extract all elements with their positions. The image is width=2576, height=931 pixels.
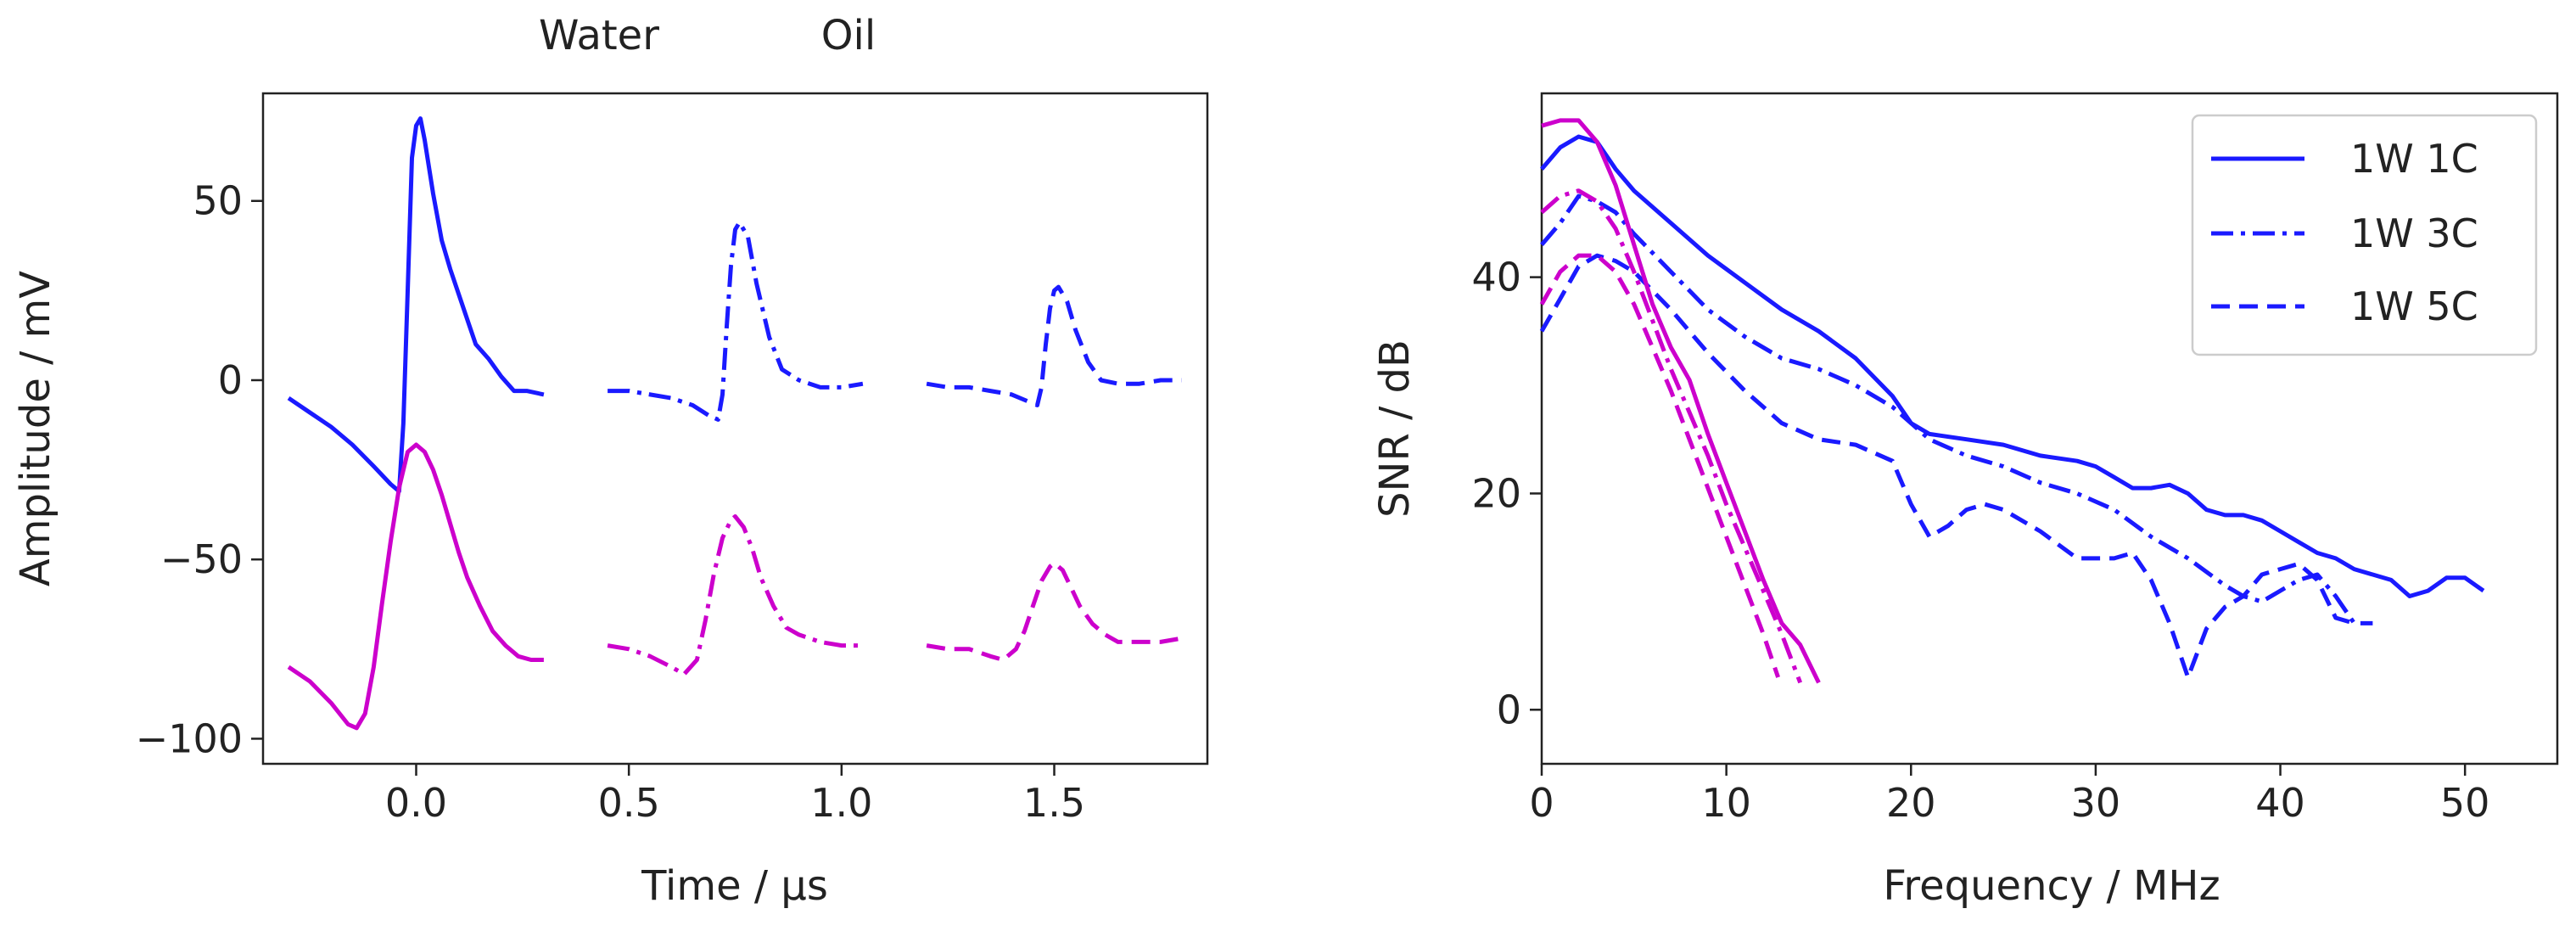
legend-label-1w-3c: 1W 3C (2350, 210, 2478, 256)
left-plot-frame (261, 92, 1209, 766)
left-y-tick-label: −50 (160, 536, 243, 582)
left-series-group (287, 116, 1183, 731)
series-oil-3c (1540, 188, 1803, 684)
left-y-tick-label: −100 (136, 715, 243, 761)
left-x-tick-label: 1.0 (810, 780, 872, 826)
left-x-tick-label: 0.5 (598, 780, 660, 826)
legend: 1W 1C 1W 3C 1W 5C (2191, 114, 2538, 356)
right-y-tick-label: 20 (1471, 470, 1521, 516)
right-axis-ticks: 0 10 20 30 40 50 40 20 0 (1471, 255, 2489, 826)
left-x-axis-title: Time / µs (641, 862, 828, 910)
series-oil-5c (926, 560, 1183, 662)
right-series-group (1539, 118, 2485, 684)
right-x-tick-label: 50 (2440, 780, 2490, 826)
right-x-tick-label: 40 (2255, 780, 2305, 826)
right-x-tick-label: 20 (1886, 780, 1936, 826)
series-oil-5c (1539, 253, 1780, 678)
series-oil-3c (607, 514, 863, 676)
series-oil-1c (287, 442, 544, 731)
right-plot-frame (1540, 92, 2559, 766)
left-x-tick-label: 1.5 (1023, 780, 1085, 826)
legend-label-1w-1c: 1W 1C (2350, 136, 2478, 182)
snr-frequency-plot: 0 10 20 30 40 50 40 20 0 Frequency / MHz SNR / d… (1371, 92, 2559, 910)
series-1w-5c (1539, 253, 2355, 680)
water-label: Water (539, 12, 659, 59)
right-y-tick-label: 40 (1471, 255, 1521, 300)
left-y-tick-label: 0 (218, 357, 243, 403)
legend-label-1w-5c: 1W 5C (2350, 283, 2478, 329)
series-1w-3c (1540, 193, 2373, 625)
left-y-tick-label: 50 (193, 178, 243, 224)
right-x-tick-label: 0 (1529, 780, 1554, 826)
right-x-axis-title: Frequency / MHz (1883, 862, 2220, 910)
oil-label: Oil (821, 12, 876, 59)
legend-box (2191, 114, 2538, 356)
amplitude-time-plot: 0.0 0.5 1.0 1.5 50 0 −50 −100 Time / µs Amplitu… (12, 92, 1209, 910)
right-y-tick-label: 0 (1497, 687, 1521, 732)
series-water-3c (608, 220, 864, 422)
left-axis-ticks: 0.0 0.5 1.0 1.5 50 0 −50 −100 (136, 178, 1085, 826)
series-water-1c (287, 116, 545, 494)
left-y-axis-title: Amplitude / mV (12, 271, 59, 586)
left-x-tick-label: 0.0 (385, 780, 447, 826)
series-water-5c (926, 284, 1182, 407)
right-x-tick-label: 10 (1701, 780, 1751, 826)
series-oil-1c (1541, 118, 1821, 684)
right-y-axis-title: SNR / dB (1371, 339, 1419, 518)
series-1w-1c (1540, 134, 2485, 598)
right-x-tick-label: 30 (2071, 780, 2121, 826)
